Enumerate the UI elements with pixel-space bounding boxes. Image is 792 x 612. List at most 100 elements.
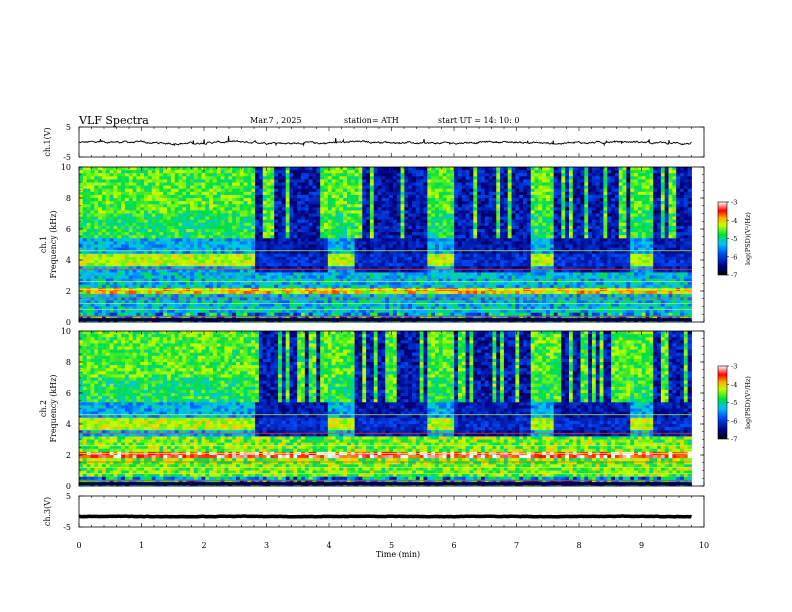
spectrogram-cell [301,247,306,252]
spectrogram-cell [400,272,405,276]
spectrogram-cell [346,281,352,286]
spectrogram-cell [117,269,122,273]
spectrogram-cell [163,194,168,199]
spectrogram-cell [442,167,447,171]
spectrogram-cell [415,266,421,270]
spectrogram-cell [136,167,141,171]
spectrogram-cell [124,284,130,289]
spectrogram-cell [289,173,294,177]
spectrogram-cell [132,312,137,317]
spectrogram-cell [350,291,356,295]
spectrogram-cell [124,198,130,202]
spectrogram-cell [346,303,352,307]
spectrogram-cell [346,315,352,320]
spectrogram-cell [132,284,137,289]
spectrogram-cell [412,213,417,217]
spectrogram-cell [293,167,298,171]
spectrogram-cell [385,179,390,183]
spectrogram-cell [132,210,137,214]
spectrogram-cell [98,210,103,214]
spectrogram-cell [385,297,390,301]
spectrogram-cell [232,263,237,267]
spectrogram-cell [339,225,344,230]
spectrogram-cell [209,300,214,304]
spectrogram-cell [362,247,367,252]
spectrogram-cell [98,315,103,320]
spectrogram-cell [216,297,222,301]
spectrogram-cell [377,219,382,224]
spectrogram-cell [212,176,218,180]
spectrogram-cell [450,213,455,217]
spectrogram-cell [358,170,363,174]
spectrogram-cell [274,191,279,196]
spectrogram-cell [212,306,218,310]
spectrogram-cell [82,170,88,174]
spectrogram-cell [174,291,179,295]
spectrogram-cell [117,188,122,193]
spectrogram-cell [331,275,336,279]
spectrogram-cell [163,272,168,276]
spectrogram-cell [205,263,210,267]
spectrogram-cell [239,235,245,239]
spectrogram-cell [136,263,141,267]
spectrogram-cell [419,238,424,242]
spectrogram-cell [144,204,149,208]
spectrogram-cell [239,281,245,286]
spectrogram-cell [140,191,145,196]
spectrogram-cell [190,303,195,307]
spectrogram-cell [404,232,409,236]
spectrogram-cell [167,272,172,276]
spectrogram-cell [435,185,440,190]
spectrogram-cell [266,170,271,174]
spectrogram-cell [201,263,206,267]
spectrogram-cell [258,247,264,252]
spectrogram-cell [239,297,245,301]
spectrogram-cell [109,232,114,236]
spectrogram-cell [278,315,283,320]
spectrogram-cell [144,213,149,217]
spectrogram-cell [431,312,436,317]
spectrogram-cell [419,182,424,186]
spectrogram-cell [121,275,126,279]
spectrogram-cell [216,260,222,264]
spectrogram-cell [297,232,302,236]
spectrogram-cell [255,170,260,174]
spectrogram-cell [308,198,313,202]
spectrogram-cell [431,291,436,295]
spectrogram-cell [140,179,145,183]
spectrogram-cell [369,191,375,196]
spectrogram-cell [381,170,386,174]
spectrogram-cell [167,170,172,174]
spectrogram-cell [155,309,160,314]
spectrogram-cell [235,182,241,186]
spectrogram-cell [255,284,260,289]
spectrogram-cell [101,198,107,202]
spectrogram-cell [423,201,428,205]
spectrogram-cell [174,300,179,304]
spectrogram-cell [316,210,321,214]
spectrogram-cell [224,291,229,295]
spectrogram-cell [293,198,298,202]
spectrogram-cell [98,222,103,227]
spectrogram-cell [174,185,179,190]
spectrogram-cell [301,284,306,289]
spectrogram-cell [258,238,264,242]
spectrogram-cell [423,247,428,252]
spectrogram-cell [427,210,432,214]
spectrogram-cell [400,309,405,314]
spectrogram-cell [121,312,126,317]
spectrogram-cell [209,188,214,193]
spectrogram-cell [186,253,191,258]
spectrogram-cell [255,278,260,283]
spectrogram-cell [381,173,386,177]
spectrogram-cell [113,232,118,236]
spectrogram-cell [377,167,382,171]
spectrogram-cell [255,207,260,211]
spectrogram-cell [232,210,237,214]
spectrogram-cell [105,179,111,183]
spectrogram-cell [431,173,436,177]
spectrogram-cell [381,300,386,304]
spectrogram-cell [389,315,394,320]
spectrogram-cell [178,263,183,267]
spectrogram-cell [90,198,95,202]
